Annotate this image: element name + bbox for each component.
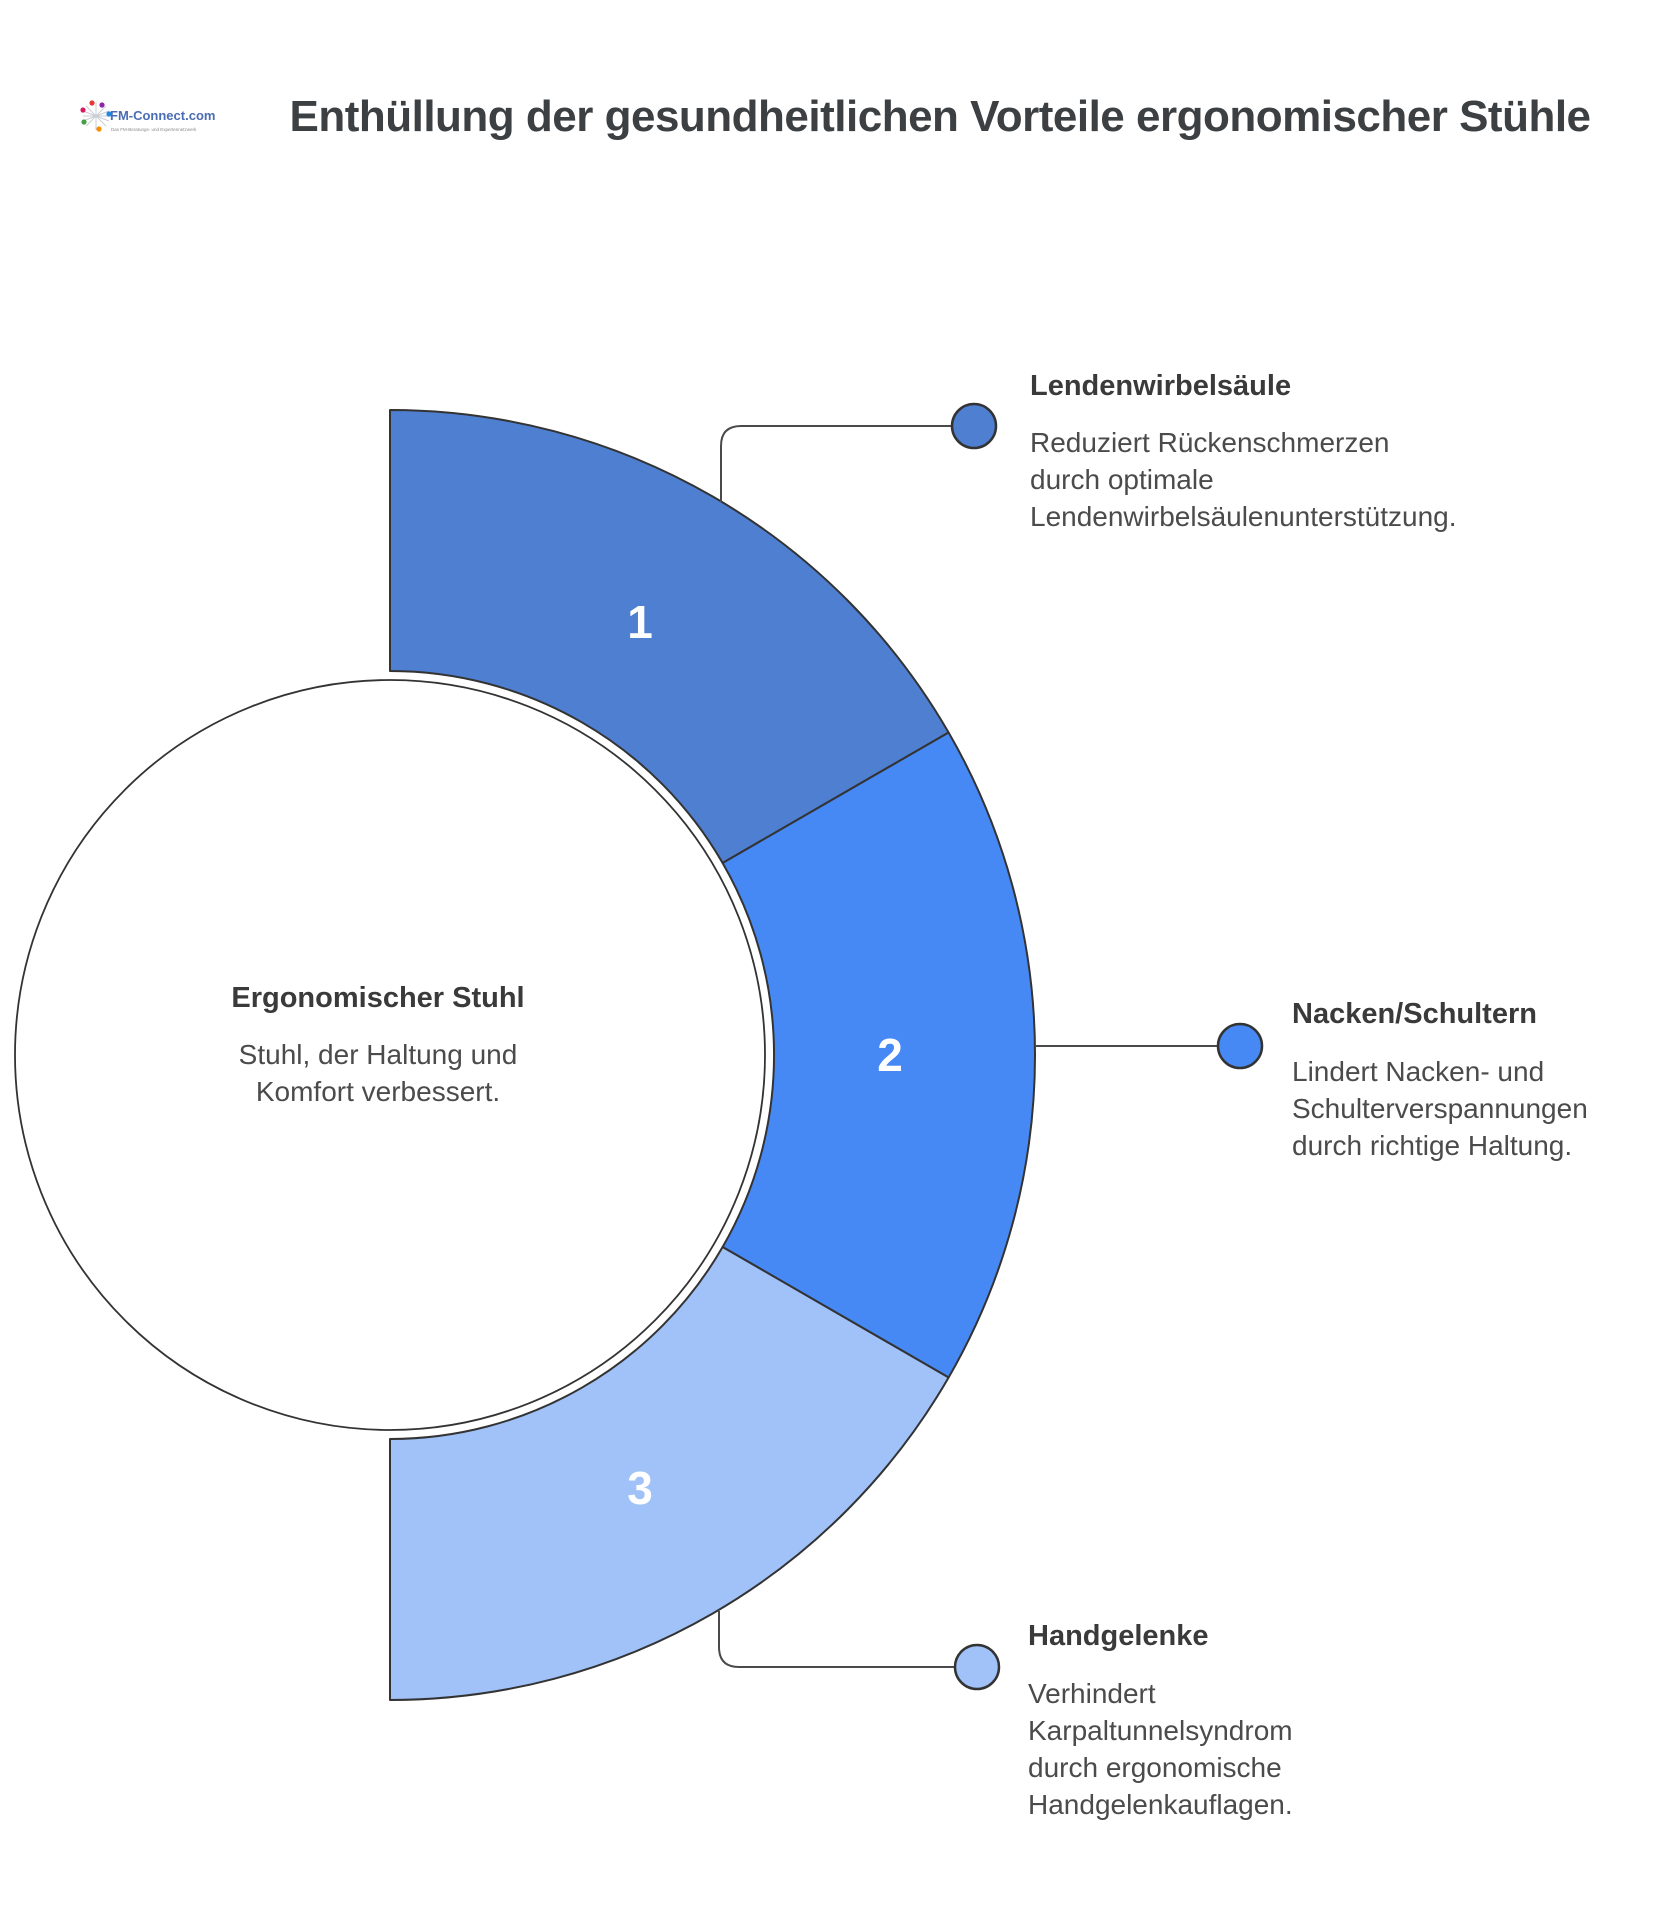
segment-number-2: 2: [877, 1029, 903, 1081]
center-circle: [14, 679, 766, 1431]
connector-dot-3: [953, 1643, 1001, 1691]
label-description-line: Verhindert: [1028, 1678, 1156, 1709]
label-heading-2: Nacken/Schultern: [1292, 998, 1537, 1030]
label-description-line: Handgelenkauflagen.: [1028, 1789, 1293, 1820]
logo-tagline: Das FM-Beratungs- und Expertennetzwerk: [111, 127, 197, 132]
logo-dot-purple: [99, 102, 105, 108]
label-description-line: durch optimale: [1030, 464, 1214, 495]
label-description-line: Karpaltunnelsyndrom: [1028, 1715, 1293, 1746]
connector-line-3: [718, 1611, 954, 1668]
fm-connect-logo: FM-Connect.com Das FM-Beratungs- und Exp…: [80, 100, 215, 132]
label-description-line: Schulterverspannungen: [1292, 1093, 1588, 1124]
label-description-line: durch ergonomische: [1028, 1752, 1282, 1783]
label-heading-3: Handgelenke: [1028, 1620, 1209, 1652]
logo-name: FM-Connect.com: [110, 108, 215, 123]
center-text-block: Ergonomischer Stuhl Stuhl, der Haltung u…: [231, 982, 524, 1107]
ring-segment-3: [389, 1246, 950, 1701]
logo-dot-green: [81, 119, 87, 125]
segment-number-1: 1: [627, 596, 653, 648]
connector-line-1: [720, 425, 951, 502]
segment-number-3: 3: [627, 1462, 653, 1514]
label-description-line: durch richtige Haltung.: [1292, 1130, 1572, 1161]
label-block-1: Lendenwirbelsäule Reduziert Rückenschmer…: [1030, 370, 1457, 532]
page-title: Enthüllung der gesundheitlichen Vorteile…: [289, 92, 1590, 141]
starburst-icon: [80, 100, 112, 132]
logo-dot-red: [89, 100, 95, 106]
ring-segment-2: [721, 731, 1037, 1379]
center-description-line: Stuhl, der Haltung und: [239, 1039, 518, 1070]
center-description-line: Komfort verbessert.: [256, 1076, 500, 1107]
label-description-line: Reduziert Rückenschmerzen: [1030, 427, 1390, 458]
logo-dot-orange: [96, 126, 102, 132]
label-block-3: Handgelenke Verhindert Karpaltunnelsyndr…: [1028, 1620, 1293, 1820]
label-heading-1: Lendenwirbelsäule: [1030, 370, 1291, 402]
connector-dot-1: [950, 402, 998, 450]
logo-dot-blue: [106, 111, 112, 117]
label-block-2: Nacken/Schultern Lindert Nacken- und Sch…: [1292, 998, 1588, 1161]
label-description-line: Lindert Nacken- und: [1292, 1056, 1544, 1087]
logo-dot-pink: [80, 107, 86, 113]
center-heading: Ergonomischer Stuhl: [231, 982, 524, 1014]
label-description-line: Lendenwirbelsäulenunterstützung.: [1030, 501, 1457, 532]
connector-dot-2: [1216, 1022, 1264, 1070]
ring-segment-1: [389, 409, 950, 864]
